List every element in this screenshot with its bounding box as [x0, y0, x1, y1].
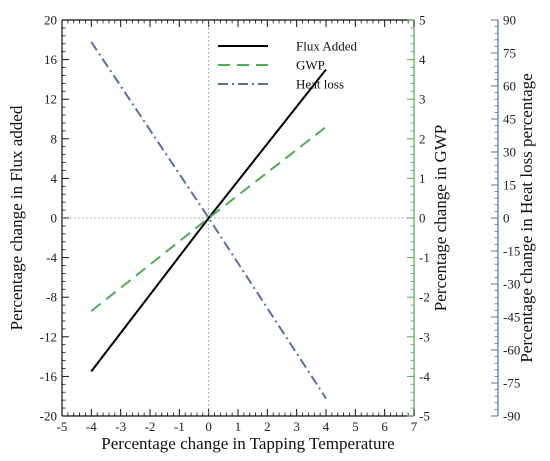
x-tick-label: 4 — [323, 419, 330, 434]
legend-label-gwp: GWP — [296, 58, 325, 73]
y-heat-loss-tick-label: -75 — [503, 376, 520, 391]
y-gwp-tick-label: 3 — [419, 92, 426, 107]
y-heat-loss-tick-label: 90 — [503, 13, 516, 28]
y-flux-tick-label: 20 — [44, 13, 57, 28]
y-flux-tick-label: -4 — [46, 250, 57, 265]
y-heat-loss-tick-label: 75 — [503, 46, 516, 61]
y-gwp-tick-label: 4 — [419, 52, 426, 67]
x-tick-label: 5 — [352, 419, 359, 434]
x-tick-label: 1 — [235, 419, 242, 434]
y-heat-loss-tick-label: 30 — [503, 145, 516, 160]
y-heat-loss-tick-label: -60 — [503, 343, 520, 358]
reference-lines — [62, 20, 414, 416]
y-heat-loss-tick-label: -45 — [503, 310, 520, 325]
x-tick-label: 7 — [411, 419, 418, 434]
y-flux-tick-label: -20 — [40, 409, 57, 424]
y-gwp-tick-label: -3 — [419, 329, 430, 344]
y-flux-tick-label: 12 — [44, 92, 57, 107]
x-tick-label: 3 — [293, 419, 300, 434]
y-flux-tick-label: 4 — [51, 171, 58, 186]
x-tick-label: -3 — [115, 419, 126, 434]
y-flux-tick-label: 0 — [51, 211, 58, 226]
y-heat-loss-tick-label: -15 — [503, 244, 520, 259]
legend-label-heat-loss: Heat loss — [296, 77, 344, 92]
x-tick-label: 0 — [205, 419, 212, 434]
y-axis-label-gwp: Percentage change in GWP — [431, 125, 450, 311]
y-gwp-tick-label: 1 — [419, 171, 426, 186]
y-flux-tick-label: -12 — [40, 329, 57, 344]
axes-layer: -5 -4 -3 -2 -1 0 1 2 3 4 5 6 7-20-16-12-8-4048121620… — [40, 13, 521, 435]
x-axis-label: Percentage change in Tapping Temperature — [101, 434, 394, 453]
y-gwp-tick-label: 2 — [419, 131, 426, 146]
y-heat-loss-tick-label: 15 — [503, 178, 516, 193]
y-heat-loss-tick-label: 0 — [503, 211, 510, 226]
x-tick-label: -1 — [174, 419, 185, 434]
y-flux-tick-label: 8 — [51, 131, 58, 146]
y-gwp-tick-label: -2 — [419, 290, 430, 305]
x-tick-label: -4 — [86, 419, 97, 434]
legend-label-flux-added: Flux Added — [296, 39, 358, 54]
x-tick-label: 2 — [264, 419, 271, 434]
series-line-heat-loss — [90, 41, 327, 399]
y-heat-loss-tick-label: 60 — [503, 79, 516, 94]
y-gwp-tick-label: -4 — [419, 369, 430, 384]
legend: Flux Added GWP Heat loss — [218, 39, 358, 92]
x-tick-label: -2 — [145, 419, 156, 434]
series-layer — [90, 41, 327, 399]
y-gwp-tick-label: 5 — [419, 13, 426, 28]
y-heat-loss-tick-label: -90 — [503, 409, 520, 424]
x-tick-label: -5 — [57, 419, 68, 434]
y-gwp-tick-label: -1 — [419, 250, 430, 265]
y-axis-label-heat-loss: Percentage change in Heat loss percentag… — [517, 73, 536, 362]
series-line-flux-added — [90, 68, 327, 373]
y-gwp-tick-label: -5 — [419, 409, 430, 424]
series-line-gwp — [90, 126, 327, 312]
y-flux-tick-label: -16 — [40, 369, 58, 384]
x-tick-label: 6 — [381, 419, 388, 434]
y-heat-loss-tick-label: 45 — [503, 112, 516, 127]
y-gwp-tick-label: 0 — [419, 211, 426, 226]
y-heat-loss-tick-label: -30 — [503, 277, 520, 292]
y-axis-label-flux: Percentage change in Flux added — [7, 105, 26, 330]
y-flux-tick-label: -8 — [46, 290, 57, 305]
y-flux-tick-label: 16 — [44, 52, 58, 67]
